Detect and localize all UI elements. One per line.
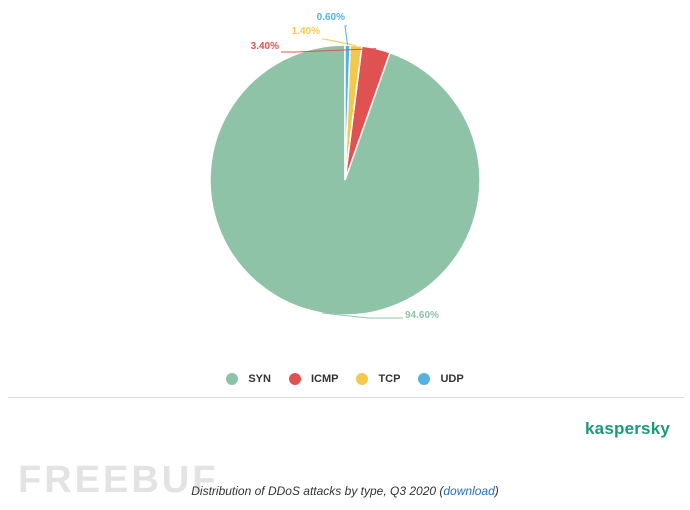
legend-dot-icon [226,373,239,385]
caption-suffix: ) [494,484,499,498]
connector-tcp [322,38,357,46]
chart-legend: SYN ICMP TCP UDP [0,369,690,389]
legend-item-tcp[interactable]: TCP [356,373,400,385]
legend-dot-icon [288,373,301,385]
data-label-syn: 94.60% [405,310,439,321]
legend-label: TCP [378,373,401,385]
legend-item-udp[interactable]: UDP [418,373,464,385]
caption-text: Distribution of DDoS attacks by type, Q3… [191,484,444,498]
connector-syn [322,312,403,319]
legend-dot-icon [418,373,431,385]
legend-label: SYN [248,373,271,385]
legend-label: ICMP [310,373,339,385]
data-label-udp: 0.60% [317,12,345,23]
legend-dot-icon [356,373,369,385]
kaspersky-logo: kaspersky [585,419,670,438]
legend-item-icmp[interactable]: ICMP [288,373,339,385]
data-label-tcp: 1.40% [292,26,320,37]
freebuf-watermark: FREEBUF [18,459,219,501]
download-link[interactable]: download [443,484,495,498]
legend-item-syn[interactable]: SYN [226,373,271,385]
pie-chart: 94.60% 3.40% 1.40% 0.60% [209,12,481,321]
connector-icmp [281,48,377,53]
data-label-icmp: 3.40% [251,41,279,52]
figure-caption: Distribution of DDoS attacks by type, Q3… [0,484,690,498]
legend-label: UDP [440,373,464,385]
connector-udp [344,25,349,46]
divider [8,397,684,398]
